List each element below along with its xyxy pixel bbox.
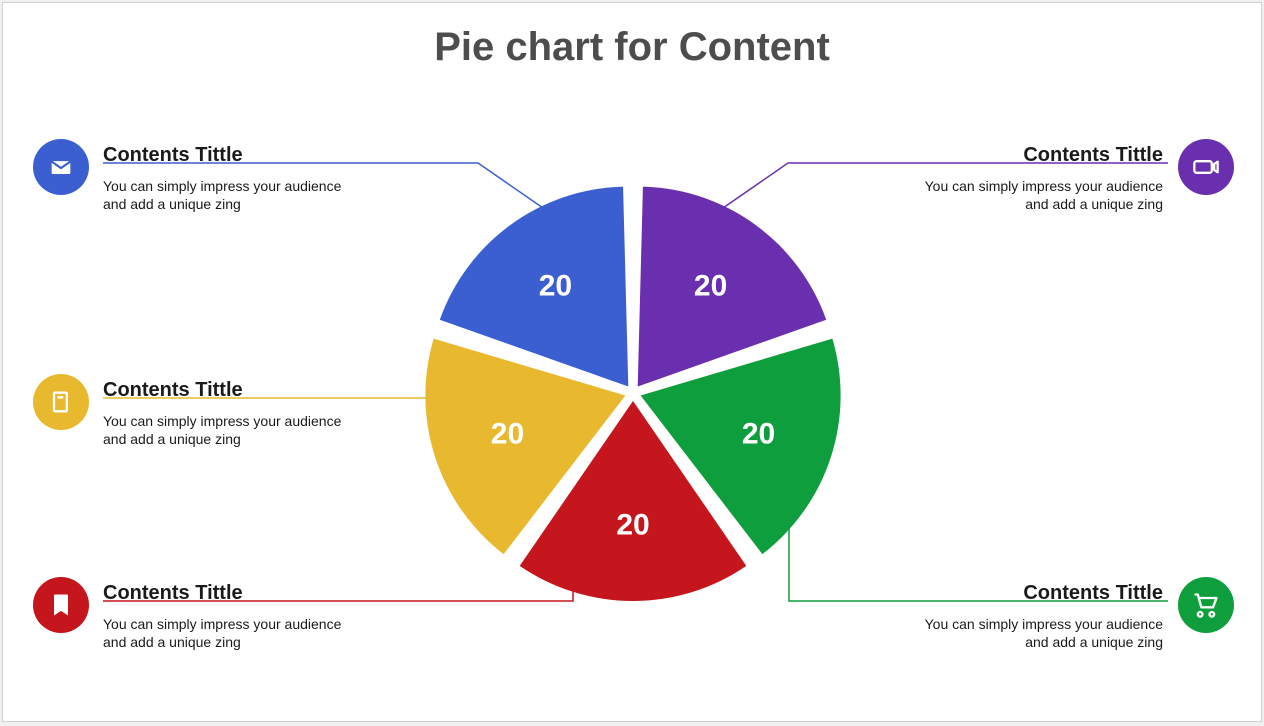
callout-green: Contents Tittle You can simply impress yo…	[863, 581, 1163, 651]
pie-slice-label: 20	[491, 417, 524, 450]
callout-red: Contents Tittle You can simply impress yo…	[103, 581, 403, 651]
cart-icon	[1178, 577, 1234, 633]
slide-canvas: Pie chart for Content 20 20 20 20 20 Content…	[2, 2, 1262, 722]
pie-slice-label: 20	[539, 270, 572, 303]
video-icon	[1178, 139, 1234, 195]
pie-slice-label: 20	[742, 417, 775, 450]
pie-chart: 20 20 20 20 20	[413, 173, 853, 613]
page-title: Pie chart for Content	[3, 25, 1261, 70]
pie-slice-label: 20	[616, 509, 649, 542]
callout-title: Contents Tittle	[103, 378, 403, 402]
callout-desc: You can simply impress your audience and…	[103, 615, 353, 651]
callout-title: Contents Tittle	[863, 581, 1163, 605]
pie-slice-label: 20	[694, 270, 727, 303]
callout-title: Contents Tittle	[103, 143, 403, 167]
callout-blue: Contents Tittle You can simply impress yo…	[103, 143, 403, 213]
callout-title: Contents Tittle	[863, 143, 1163, 167]
bookmark-icon	[33, 577, 89, 633]
callout-desc: You can simply impress your audience and…	[913, 177, 1163, 213]
book-icon	[33, 374, 89, 430]
callout-purple: Contents Tittle You can simply impress yo…	[863, 143, 1163, 213]
callout-desc: You can simply impress your audience and…	[103, 412, 353, 448]
callout-yellow: Contents Tittle You can simply impress yo…	[103, 378, 403, 448]
callout-desc: You can simply impress your audience and…	[103, 177, 353, 213]
callout-desc: You can simply impress your audience and…	[913, 615, 1163, 651]
mail-icon	[33, 139, 89, 195]
callout-title: Contents Tittle	[103, 581, 403, 605]
